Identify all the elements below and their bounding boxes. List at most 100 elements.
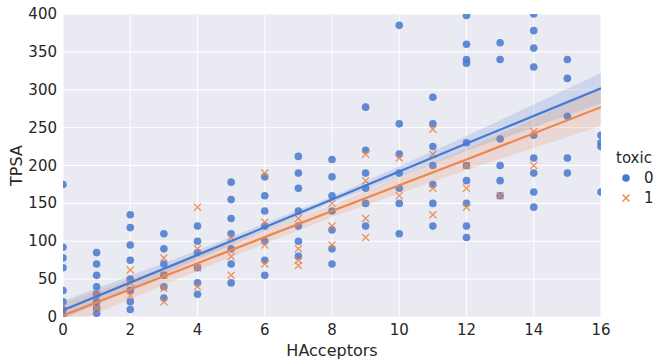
point: [194, 237, 202, 245]
point: [429, 143, 437, 151]
point: [261, 173, 269, 181]
point: [194, 222, 202, 230]
tick-label: 300: [28, 81, 57, 99]
legend-label: 0: [644, 169, 654, 187]
point: [395, 150, 403, 158]
tick-label: 8: [327, 321, 337, 339]
point: [261, 207, 269, 215]
point: [597, 131, 601, 139]
tick-label: 400: [28, 5, 57, 23]
tick-label: 0: [58, 321, 68, 339]
point: [295, 184, 303, 192]
point: [530, 188, 538, 196]
point: [463, 234, 471, 242]
tick-label: 150: [28, 194, 57, 212]
y-axis-label: TPSA: [7, 145, 26, 187]
point: [597, 188, 601, 196]
point: [530, 44, 538, 52]
point: [362, 169, 370, 177]
legend-label: 1: [644, 189, 654, 207]
point: [530, 27, 538, 35]
confidence-band: [63, 88, 601, 317]
point: [463, 222, 471, 230]
point: [429, 211, 436, 218]
point: [261, 260, 268, 267]
point: [496, 39, 504, 47]
point: [227, 196, 235, 204]
point: [530, 203, 538, 211]
point: [160, 294, 168, 302]
point: [395, 22, 403, 30]
point: [160, 230, 168, 238]
point: [63, 244, 67, 252]
point: [228, 272, 235, 279]
point: [564, 75, 572, 83]
point: [496, 162, 504, 170]
point: [328, 156, 336, 164]
point: [295, 153, 303, 161]
point: [496, 177, 504, 185]
point: [362, 222, 370, 230]
point: [396, 154, 403, 161]
point: [530, 162, 537, 169]
point: [496, 192, 504, 200]
point: [530, 169, 538, 177]
tick-label: 100: [28, 232, 57, 250]
point: [362, 103, 370, 111]
legend-title: toxic: [616, 149, 652, 167]
x-axis-label: HAcceptors: [286, 341, 377, 360]
point: [328, 226, 336, 234]
series-points: [63, 14, 601, 317]
chart: 0246810121416050100150200250300350400HAc…: [0, 0, 671, 364]
point: [429, 94, 437, 102]
point: [463, 204, 470, 211]
point: [227, 279, 235, 287]
grid-line: [63, 241, 601, 242]
tick-label: 14: [524, 321, 543, 339]
point: [597, 143, 601, 151]
grid-line: [63, 317, 601, 318]
point: [530, 154, 538, 162]
point: [261, 272, 269, 280]
point: [429, 222, 437, 230]
fit-line: [63, 107, 601, 315]
point: [463, 200, 471, 208]
point: [329, 242, 336, 249]
point: [160, 254, 167, 261]
legend-marker: [623, 195, 630, 202]
tick-label: 10: [390, 321, 409, 339]
point: [564, 154, 572, 162]
point: [328, 245, 336, 253]
point: [395, 200, 403, 208]
grid-line: [63, 165, 601, 166]
point: [127, 267, 134, 274]
tick-label: 4: [193, 321, 203, 339]
point: [93, 249, 101, 257]
point: [160, 245, 168, 253]
tick-label: 50: [38, 270, 57, 288]
grid-line: [63, 51, 601, 52]
point: [227, 215, 235, 223]
tick-label: 0: [47, 308, 57, 326]
point: [227, 178, 235, 186]
point: [497, 192, 504, 199]
point: [429, 185, 436, 192]
point: [63, 181, 67, 189]
point: [429, 126, 436, 133]
point: [160, 298, 167, 305]
point: [93, 272, 101, 280]
point: [463, 185, 470, 192]
point: [530, 14, 538, 18]
plot-area: [63, 14, 601, 317]
point: [261, 256, 269, 264]
grid-line: [63, 89, 601, 90]
tick-label: 6: [260, 321, 270, 339]
point: [126, 256, 134, 264]
point: [295, 262, 302, 269]
point: [227, 260, 235, 268]
point: [63, 287, 67, 295]
legend: toxic 0 1: [616, 149, 654, 207]
point: [261, 192, 269, 200]
point: [194, 204, 201, 211]
point: [295, 245, 302, 252]
